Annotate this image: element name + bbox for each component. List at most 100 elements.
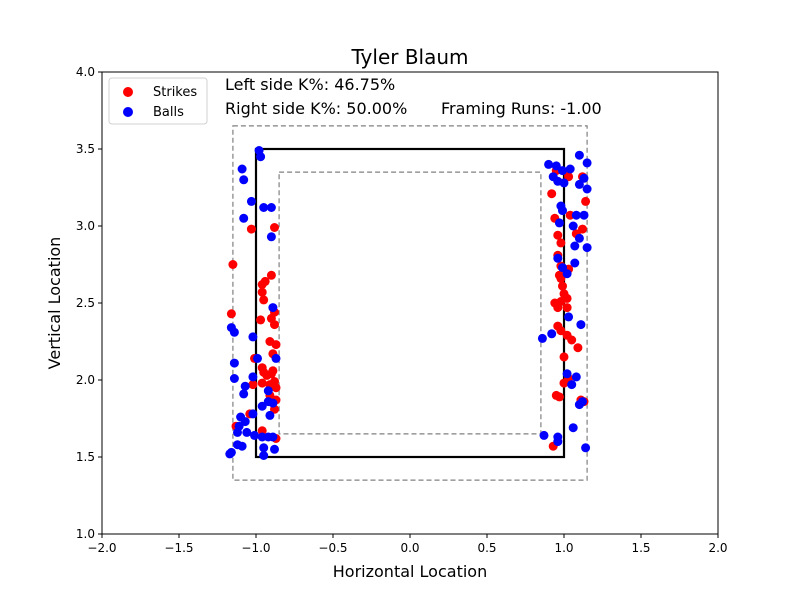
y-axis-ticks: 1.0 1.5 2.0 2.5 3.0 3.5 4.0 xyxy=(76,65,102,541)
point-balls xyxy=(265,410,275,420)
point-balls xyxy=(574,150,584,160)
point-strikes xyxy=(578,224,587,234)
point-balls xyxy=(558,263,567,273)
point-balls xyxy=(266,203,276,212)
point-balls xyxy=(239,213,249,223)
point-strikes xyxy=(581,196,591,206)
point-balls xyxy=(579,210,589,220)
point-balls xyxy=(268,432,278,442)
points-layer xyxy=(225,146,592,460)
point-balls xyxy=(239,175,249,185)
y-tick-label: 4.0 xyxy=(76,65,95,79)
point-balls xyxy=(551,161,561,171)
point-balls xyxy=(582,158,592,168)
point-strikes xyxy=(257,378,267,388)
point-balls xyxy=(564,312,574,322)
point-balls xyxy=(567,380,577,390)
point-strikes xyxy=(228,260,238,269)
point-balls xyxy=(539,430,549,440)
point-balls xyxy=(233,440,242,450)
point-balls xyxy=(229,374,239,383)
point-strikes xyxy=(553,303,563,313)
y-tick-label: 3.0 xyxy=(76,219,95,233)
point-balls xyxy=(571,210,581,220)
legend-marker-balls xyxy=(123,107,133,117)
x-tick-label: −2.0 xyxy=(87,541,116,555)
outer-zone-rect xyxy=(232,125,588,481)
point-strikes xyxy=(226,309,236,319)
y-tick-label: 2.0 xyxy=(76,373,95,387)
y-tick-label: 3.5 xyxy=(76,142,95,156)
point-strikes xyxy=(259,295,269,305)
point-balls xyxy=(229,327,239,337)
point-balls xyxy=(576,320,586,330)
point-balls xyxy=(562,269,572,279)
point-balls xyxy=(553,253,563,263)
point-balls xyxy=(240,381,250,391)
point-balls xyxy=(565,164,575,174)
point-balls xyxy=(229,358,239,368)
point-strikes xyxy=(558,281,567,291)
point-balls xyxy=(257,401,267,411)
x-tick-label: −0.5 xyxy=(318,541,347,555)
x-tick-label: −1.5 xyxy=(164,541,193,555)
x-axis-label: Horizontal Location xyxy=(333,562,487,581)
point-balls xyxy=(266,232,276,242)
x-tick-label: −1.0 xyxy=(241,541,270,555)
framing-runs-annotation: Framing Runs: -1.00 xyxy=(441,99,602,118)
point-balls xyxy=(253,353,262,363)
point-balls xyxy=(574,233,584,243)
point-strikes xyxy=(559,378,569,388)
point-strikes xyxy=(256,315,266,325)
point-balls xyxy=(270,444,279,454)
point-balls xyxy=(554,218,564,228)
point-strikes xyxy=(246,224,256,234)
point-balls xyxy=(553,437,563,447)
point-strikes xyxy=(271,340,281,350)
x-tick-label: 1.5 xyxy=(631,541,650,555)
point-balls xyxy=(233,427,242,437)
x-tick-label: 2.0 xyxy=(708,541,727,555)
point-balls xyxy=(568,423,578,433)
point-balls xyxy=(570,241,580,251)
point-strikes xyxy=(260,276,270,286)
y-tick-label: 2.5 xyxy=(76,296,95,310)
point-balls xyxy=(548,172,558,182)
legend-label-balls: Balls xyxy=(153,105,184,120)
point-balls xyxy=(579,173,589,183)
point-strikes xyxy=(266,270,276,280)
point-strikes xyxy=(553,230,563,240)
point-balls xyxy=(578,397,587,407)
point-balls xyxy=(259,451,269,460)
point-strikes xyxy=(554,392,564,402)
point-balls xyxy=(225,449,235,459)
point-strikes xyxy=(556,273,566,283)
legend-label-strikes: Strikes xyxy=(153,85,197,100)
point-strikes xyxy=(547,189,557,199)
point-balls xyxy=(263,386,273,396)
point-strikes xyxy=(564,172,574,182)
x-tick-label: 0.0 xyxy=(400,541,419,555)
point-strikes xyxy=(562,303,572,313)
x-axis-ticks: −2.0 −1.5 −1.0 −0.5 0.0 0.5 1.0 1.5 2.0 xyxy=(87,534,728,555)
point-balls xyxy=(574,179,584,189)
point-balls xyxy=(558,206,567,216)
point-balls xyxy=(547,329,557,339)
point-balls xyxy=(562,369,572,379)
point-balls xyxy=(256,152,266,162)
point-balls xyxy=(246,196,256,206)
point-balls xyxy=(544,159,554,169)
point-strikes xyxy=(268,366,278,376)
point-balls xyxy=(259,443,269,453)
point-strikes xyxy=(257,287,267,297)
point-balls xyxy=(248,409,258,419)
point-balls xyxy=(268,303,278,313)
point-strikes xyxy=(270,223,279,232)
point-balls xyxy=(259,203,269,212)
x-tick-label: 1.0 xyxy=(554,541,573,555)
y-tick-label: 1.0 xyxy=(76,527,95,541)
point-balls xyxy=(582,184,592,194)
point-balls xyxy=(239,389,249,399)
point-balls xyxy=(263,397,273,407)
